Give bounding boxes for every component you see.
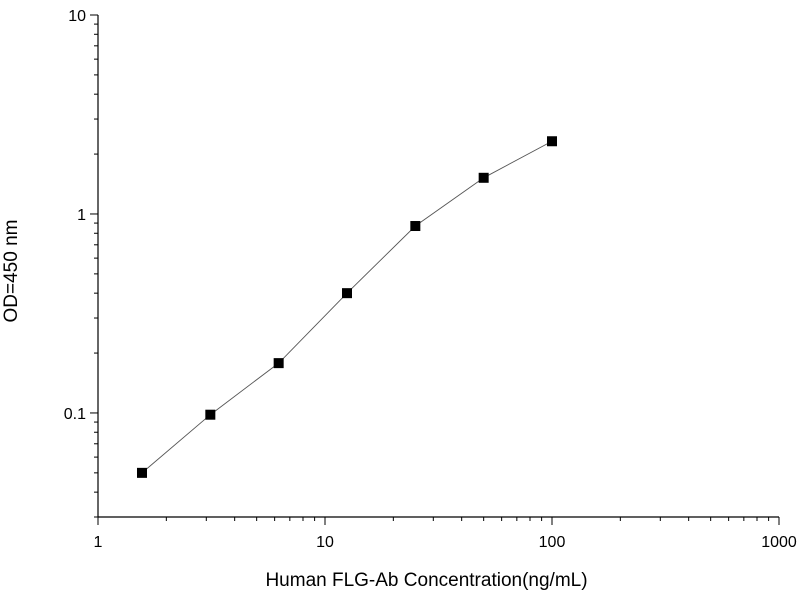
data-point-marker: [273, 358, 284, 369]
data-point-marker: [410, 221, 421, 232]
data-point-marker: [478, 172, 489, 183]
y-tick-label: 10: [68, 8, 86, 25]
x-tick-label: 1000: [761, 534, 797, 551]
y-axis-title: OD=450 nm: [1, 220, 22, 323]
y-tick-label: 0.1: [64, 406, 86, 423]
data-point-marker: [136, 467, 147, 478]
axes: 1 10 100 1000 0.1 1 10: [64, 8, 797, 551]
data-point-marker: [205, 409, 216, 420]
x-tick-label: 1: [94, 534, 103, 551]
data-point-marker: [547, 136, 557, 147]
x-tick-label: 100: [539, 534, 566, 551]
series-line: [141, 140, 553, 474]
series-layer: [136, 136, 557, 478]
y-tick-label: 1: [77, 207, 86, 224]
data-point-marker: [341, 288, 352, 299]
x-tick-label: 10: [316, 534, 334, 551]
labels: Human FLG-Ab Concentration(ng/mL) OD=450…: [1, 220, 588, 591]
x-axis-title: Human FLG-Ab Concentration(ng/mL): [265, 570, 587, 591]
